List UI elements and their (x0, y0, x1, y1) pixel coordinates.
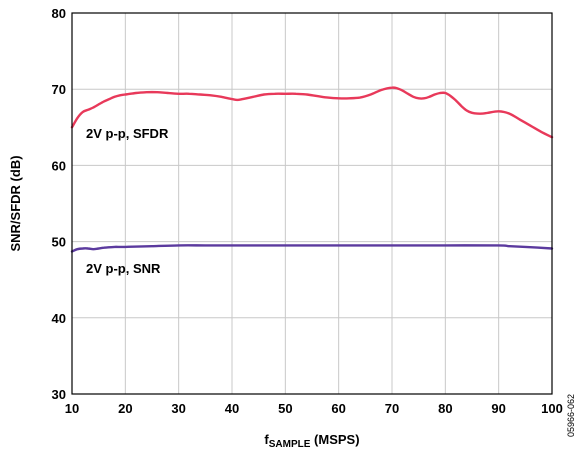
y-tick-label: 80 (52, 6, 66, 21)
x-tick-label: 80 (438, 401, 452, 416)
x-tick-label: 20 (118, 401, 132, 416)
x-axis-title-main: f (264, 432, 269, 447)
gridlines (72, 13, 552, 394)
x-tick-label: 60 (331, 401, 345, 416)
figure-code: 05966-062 (566, 394, 576, 437)
x-axis-title-subscript: SAMPLE (269, 439, 311, 450)
y-tick-label: 30 (52, 387, 66, 402)
annotation-snr: 2V p-p, SNR (86, 261, 161, 276)
y-tick-label: 60 (52, 158, 66, 173)
x-axis-title: fSAMPLE (MSPS) (264, 432, 359, 450)
x-axis-title-rest: (MSPS) (310, 432, 359, 447)
x-tick-label: 90 (491, 401, 505, 416)
y-tick-label: 50 (52, 235, 66, 250)
plot-frame (71, 12, 553, 395)
series-layer (70, 86, 554, 253)
x-tick-label: 50 (278, 401, 292, 416)
tick-labels: 10 20 30 40 50 60 70 80 90 100 30 40 50 60 70 80 (52, 6, 563, 416)
y-axis-title: SNR/SFDR (dB) (8, 155, 23, 251)
x-tick-label: 10 (65, 401, 79, 416)
x-tick-label: 40 (225, 401, 239, 416)
plot-background (72, 13, 552, 394)
y-tick-label: 40 (52, 311, 66, 326)
series-line-sfdr (70, 86, 554, 139)
x-tick-label: 70 (385, 401, 399, 416)
x-tick-label: 30 (171, 401, 185, 416)
y-tick-label: 70 (52, 82, 66, 97)
x-tick-label: 100 (541, 401, 563, 416)
series-line-snr (70, 244, 554, 253)
annotation-sfdr: 2V p-p, SFDR (86, 126, 169, 141)
